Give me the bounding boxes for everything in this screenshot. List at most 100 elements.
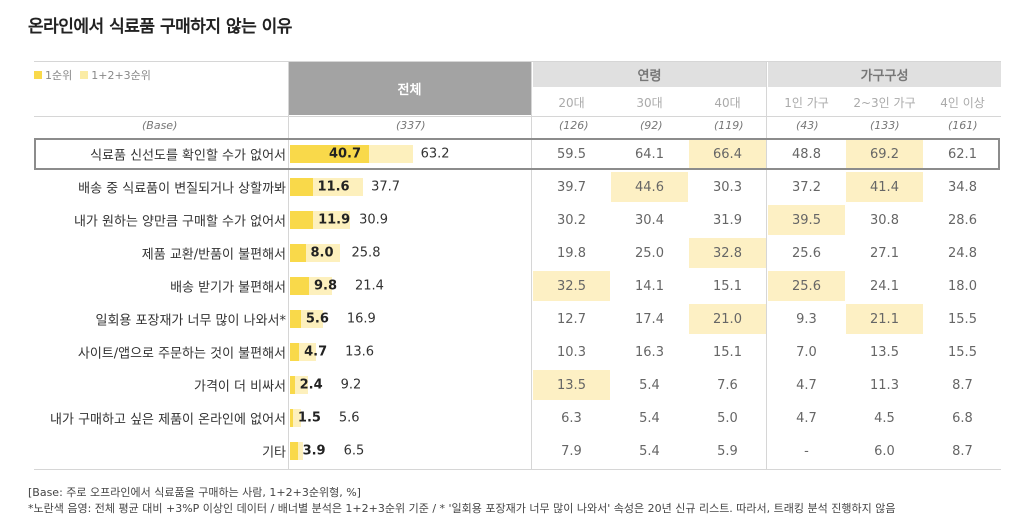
table-cell: 17.4 xyxy=(635,311,664,327)
table-cell: 39.7 xyxy=(557,179,586,195)
row-label: 기타 xyxy=(262,445,286,461)
legend-swatch-all xyxy=(80,71,89,79)
table-cell: 64.1 xyxy=(635,146,664,162)
bar-top xyxy=(290,277,309,295)
chart-title: 온라인에서 식료품 구매하지 않는 이유 xyxy=(28,17,292,37)
bar-top xyxy=(290,442,298,460)
value-top: 9.8 xyxy=(314,278,338,294)
table-cell: 9.3 xyxy=(796,311,817,327)
row-label: 제품 교환/반품이 불편해서 xyxy=(141,247,286,263)
table-cell: 34.8 xyxy=(948,179,977,195)
header-group-age: 연령 xyxy=(533,61,766,87)
table-cell: 41.4 xyxy=(846,172,923,202)
value-all: 63.2 xyxy=(420,146,450,162)
bar-top xyxy=(290,376,295,394)
table-cell: 10.3 xyxy=(557,344,586,360)
row-label: 가격이 더 비싸서 xyxy=(194,379,286,395)
row-label: 내가 구매하고 싶은 제품이 온라인에 없어서 xyxy=(50,412,286,428)
value-top: 11.6 xyxy=(317,179,350,195)
table-cell: - xyxy=(804,443,809,459)
table-cell: 25.6 xyxy=(792,245,821,261)
table-cell: 37.2 xyxy=(792,179,821,195)
bar-top xyxy=(290,244,306,262)
value-all: 21.4 xyxy=(355,278,384,294)
table-cell: 13.5 xyxy=(870,344,899,360)
base-value: (161) xyxy=(948,119,978,132)
row-label: 일회용 포장재가 너무 많이 나와서* xyxy=(95,313,286,329)
table-cell: 8.7 xyxy=(952,377,973,393)
grid-hline xyxy=(34,116,1001,117)
table-cell: 13.5 xyxy=(533,370,610,400)
table-cell: 69.2 xyxy=(846,139,923,169)
header-sub: 20대 xyxy=(558,95,585,110)
table-cell: 27.1 xyxy=(870,245,899,261)
grid-vline xyxy=(531,61,532,469)
table-cell: 4.7 xyxy=(796,410,817,426)
value-all: 5.6 xyxy=(338,410,360,426)
value-top: 1.5 xyxy=(297,410,321,426)
table-cell: 59.5 xyxy=(557,146,586,162)
table-cell: 25.0 xyxy=(635,245,664,261)
table-cell: 6.8 xyxy=(952,410,973,426)
bar-top xyxy=(290,211,314,229)
table-cell: 7.6 xyxy=(717,377,738,393)
header-sub: 1인 가구 xyxy=(784,95,829,110)
bar-top xyxy=(290,145,369,163)
bar-top xyxy=(290,343,300,361)
base-value: (119) xyxy=(714,119,744,132)
row-label: 배송 받기가 불편해서 xyxy=(170,280,286,296)
value-all: 37.7 xyxy=(371,179,401,195)
legend-label-top: 1순위 xyxy=(45,69,73,82)
value-top: 5.6 xyxy=(305,311,329,327)
table-cell: 28.6 xyxy=(948,212,977,228)
header-sub: 30대 xyxy=(636,95,663,110)
table-cell: 7.0 xyxy=(796,344,817,360)
value-top: 2.4 xyxy=(299,377,323,393)
footnote-base: [Base: 주로 오프라인에서 식료품을 구매하는 사람, 1+2+3순위형,… xyxy=(28,486,361,499)
row-label: 식료품 신선도를 확인할 수가 없어서 xyxy=(90,148,286,164)
table-cell: 44.6 xyxy=(611,172,688,202)
table-cell: 18.0 xyxy=(948,278,977,294)
table-cell: 19.8 xyxy=(557,245,586,261)
header-total: 전체 xyxy=(288,61,531,115)
grid-hline xyxy=(34,61,1001,62)
row-label: 배송 중 식료품이 변질되거나 상할까봐 xyxy=(78,181,286,197)
table-cell: 62.1 xyxy=(948,146,977,162)
value-all: 13.6 xyxy=(345,344,375,360)
table-cell: 4.7 xyxy=(796,377,817,393)
table-cell: 6.3 xyxy=(561,410,582,426)
highlight-row-outline xyxy=(34,138,1000,170)
grid-vline xyxy=(288,61,289,469)
table-cell: 11.3 xyxy=(870,377,899,393)
table-cell: 39.5 xyxy=(768,205,845,235)
table-cell: 24.8 xyxy=(948,245,977,261)
header-sub: 4인 이상 xyxy=(940,95,985,110)
table-cell: 21.0 xyxy=(689,304,766,334)
value-all: 25.8 xyxy=(351,245,381,261)
table-cell: 24.1 xyxy=(870,278,899,294)
table-cell: 6.0 xyxy=(874,443,895,459)
header-group-household: 가구구성 xyxy=(768,61,1001,87)
table-cell: 31.9 xyxy=(713,212,742,228)
base-label: (Base) xyxy=(142,119,178,132)
value-all: 6.5 xyxy=(343,443,365,459)
table-cell: 7.9 xyxy=(561,443,582,459)
table-cell: 32.8 xyxy=(689,238,766,268)
footnote-notes: *노란색 음영: 전체 평균 대비 +3%P 이상인 데이터 / 배너별 분석은… xyxy=(28,502,896,515)
table-cell: 5.9 xyxy=(717,443,738,459)
legend-swatch-top xyxy=(34,71,42,79)
base-value: (43) xyxy=(796,119,819,132)
bar-all xyxy=(290,409,301,427)
table-cell: 8.7 xyxy=(952,443,973,459)
table-cell: 15.1 xyxy=(713,344,742,360)
bar-top xyxy=(290,178,313,196)
base-value: (92) xyxy=(640,119,663,132)
legend-label-all: 1+2+3순위 xyxy=(91,69,151,82)
table-cell: 25.6 xyxy=(768,271,845,301)
legend: 1순위 1+2+3순위 xyxy=(34,67,151,83)
table-cell: 5.4 xyxy=(639,443,660,459)
table-cell: 30.4 xyxy=(635,212,664,228)
header-sub: 40대 xyxy=(714,95,741,110)
value-all: 9.2 xyxy=(340,377,362,393)
grid-vline xyxy=(766,61,767,469)
